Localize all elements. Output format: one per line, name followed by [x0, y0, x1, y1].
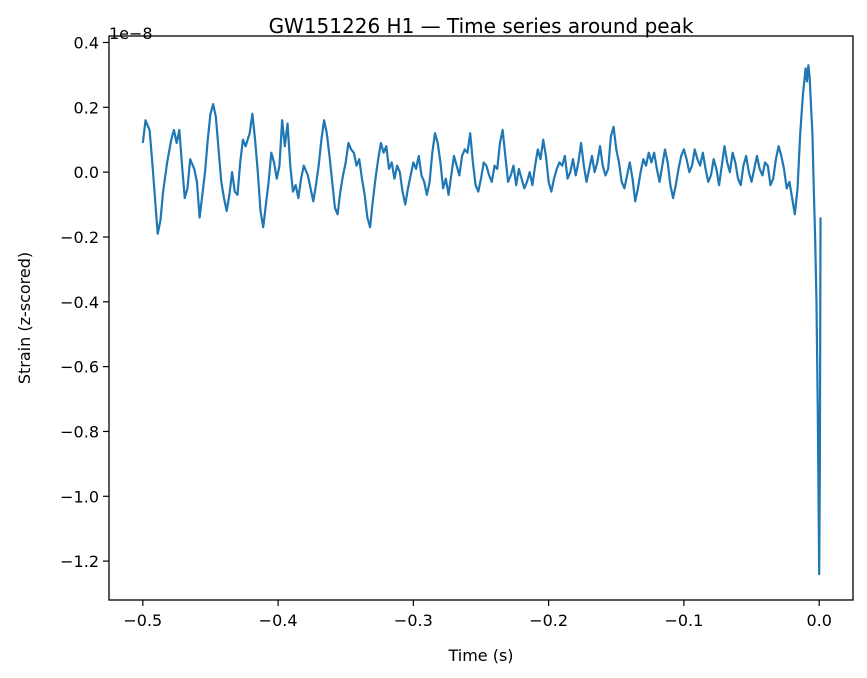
- x-tick-label: −0.2: [529, 611, 568, 630]
- y-tick-label: −0.8: [60, 422, 99, 441]
- x-tick-label: −0.3: [394, 611, 433, 630]
- strain-series-line: [141, 64, 822, 576]
- x-axis-label: Time (s): [447, 646, 513, 665]
- x-tick-label: −0.1: [664, 611, 703, 630]
- y-tick-label: −0.4: [60, 293, 99, 312]
- y-tick-label: 0.0: [74, 163, 99, 182]
- x-tick-label: 0.0: [806, 611, 831, 630]
- y-tick-label: −1.2: [60, 552, 99, 571]
- y-tick-label: 0.2: [74, 98, 99, 117]
- x-tick-label: −0.4: [259, 611, 298, 630]
- chart-title: GW151226 H1 — Time series around peak: [269, 14, 694, 38]
- y-axis-ticks: 0.4 0.2 0.0 −0.2 −0.4 −0.6 −0.8 −1.0 −1.2: [60, 33, 109, 571]
- y-axis-label: Strain (z-scored): [15, 252, 34, 384]
- x-tick-label: −0.5: [123, 611, 162, 630]
- x-axis-ticks: −0.5 −0.4 −0.3 −0.2 −0.1 0.0: [123, 600, 832, 630]
- y-tick-label: −0.2: [60, 228, 99, 247]
- y-tick-label: 0.4: [74, 33, 99, 52]
- plot-area: [108, 35, 854, 601]
- y-tick-label: −0.6: [60, 358, 99, 377]
- y-offset-label: 1e−8: [109, 24, 153, 43]
- plot-frame: [108, 35, 854, 601]
- y-tick-label: −1.0: [60, 487, 99, 506]
